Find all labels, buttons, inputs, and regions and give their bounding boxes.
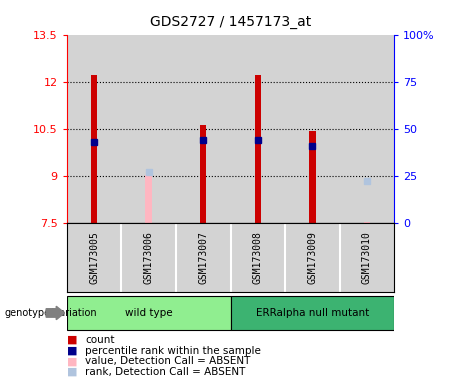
Bar	[309, 131, 316, 223]
Bar	[285, 35, 340, 223]
Bar	[254, 75, 261, 223]
Text: rank, Detection Call = ABSENT: rank, Detection Call = ABSENT	[85, 367, 246, 377]
Text: GSM173006: GSM173006	[144, 231, 154, 284]
Bar	[364, 222, 370, 223]
Text: ERRalpha null mutant: ERRalpha null mutant	[256, 308, 369, 318]
Text: ■: ■	[67, 367, 77, 377]
Text: ■: ■	[67, 346, 77, 356]
Bar	[67, 35, 121, 223]
Text: GSM173007: GSM173007	[198, 231, 208, 284]
Text: GSM173009: GSM173009	[307, 231, 317, 284]
Text: GSM173005: GSM173005	[89, 231, 99, 284]
Text: count: count	[85, 335, 115, 345]
Bar	[121, 35, 176, 223]
Bar	[176, 35, 230, 223]
Bar	[230, 296, 394, 330]
Text: GSM173010: GSM173010	[362, 231, 372, 284]
Text: GSM173008: GSM173008	[253, 231, 263, 284]
Text: genotype/variation: genotype/variation	[5, 308, 97, 318]
Bar	[200, 125, 207, 223]
Bar	[91, 75, 97, 223]
Bar	[340, 35, 394, 223]
Bar	[145, 175, 152, 223]
Text: wild type: wild type	[125, 308, 172, 318]
Text: percentile rank within the sample: percentile rank within the sample	[85, 346, 261, 356]
Text: ■: ■	[67, 335, 77, 345]
Text: ■: ■	[67, 356, 77, 366]
Bar	[67, 296, 230, 330]
Text: value, Detection Call = ABSENT: value, Detection Call = ABSENT	[85, 356, 251, 366]
Text: GDS2727 / 1457173_at: GDS2727 / 1457173_at	[150, 15, 311, 29]
Bar	[230, 35, 285, 223]
